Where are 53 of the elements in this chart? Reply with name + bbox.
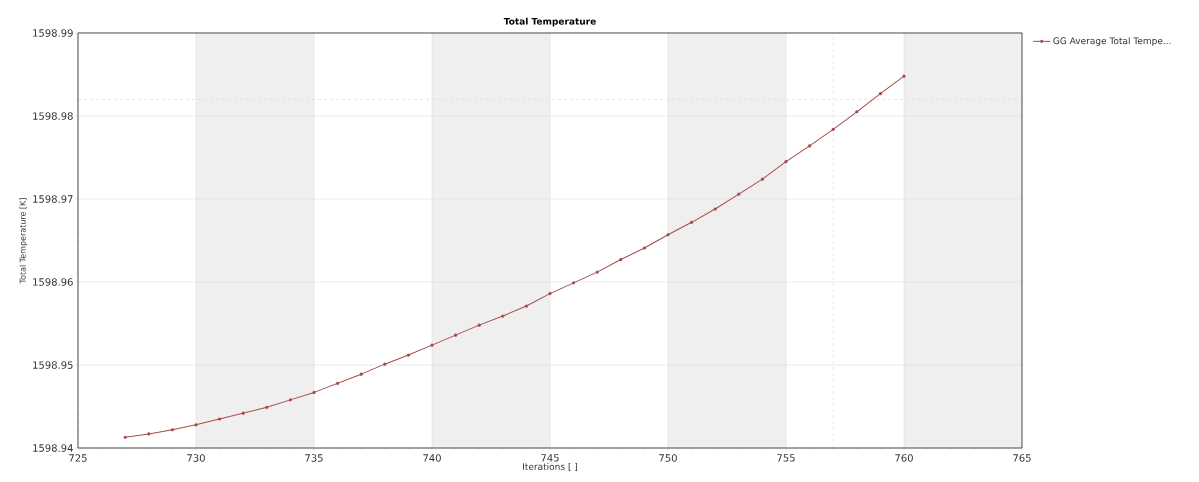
point bbox=[760, 177, 764, 181]
point bbox=[359, 372, 363, 376]
point bbox=[147, 432, 151, 436]
point bbox=[855, 110, 859, 114]
point bbox=[336, 381, 340, 385]
point bbox=[241, 411, 245, 415]
point bbox=[902, 74, 906, 78]
x-tick-label: 740 bbox=[423, 454, 441, 462]
point bbox=[288, 398, 292, 402]
point bbox=[572, 281, 576, 285]
point bbox=[595, 270, 599, 274]
y-tick-label: 1598.98 bbox=[33, 112, 73, 120]
point bbox=[619, 257, 623, 262]
x-tick-label: 755 bbox=[777, 454, 795, 462]
chart-title: Total Temperature bbox=[503, 17, 596, 27]
point bbox=[170, 428, 174, 432]
point bbox=[430, 343, 434, 347]
point bbox=[123, 435, 127, 439]
point bbox=[737, 192, 741, 196]
x-tick-label: 730 bbox=[187, 454, 205, 462]
point bbox=[666, 233, 670, 237]
y-tick-label: 1598.96 bbox=[33, 278, 73, 286]
legend-label: GG Average Total Tempe... bbox=[1053, 37, 1171, 46]
point bbox=[784, 160, 788, 164]
y-tick-label: 1598.97 bbox=[33, 195, 73, 203]
y-tick-label: 1598.94 bbox=[33, 444, 73, 452]
point bbox=[690, 220, 694, 224]
x-tick-label: 745 bbox=[541, 454, 559, 462]
y-axis-title: Total Temperature [K] bbox=[19, 198, 28, 284]
y-tick-label: 1598.95 bbox=[33, 361, 73, 369]
x-tick-label: 725 bbox=[69, 454, 87, 462]
point bbox=[808, 144, 812, 148]
y-tick-label: 1598.99 bbox=[33, 29, 73, 37]
point bbox=[501, 314, 505, 318]
point bbox=[265, 405, 269, 409]
point bbox=[477, 323, 481, 327]
point bbox=[831, 127, 835, 131]
x-axis-title: Iterations [ ] bbox=[523, 462, 578, 471]
point bbox=[642, 246, 647, 250]
x-tick-label: 735 bbox=[305, 454, 323, 462]
x-tick-label: 750 bbox=[659, 454, 677, 462]
point bbox=[194, 423, 198, 427]
point bbox=[548, 292, 552, 296]
point bbox=[878, 92, 883, 96]
point bbox=[312, 390, 316, 394]
point bbox=[406, 353, 410, 357]
x-tick-label: 765 bbox=[1013, 454, 1031, 462]
point bbox=[524, 304, 529, 308]
x-tick-label: 760 bbox=[895, 454, 913, 462]
point bbox=[454, 333, 458, 337]
point bbox=[383, 362, 387, 366]
point bbox=[713, 207, 717, 211]
point bbox=[218, 417, 222, 421]
